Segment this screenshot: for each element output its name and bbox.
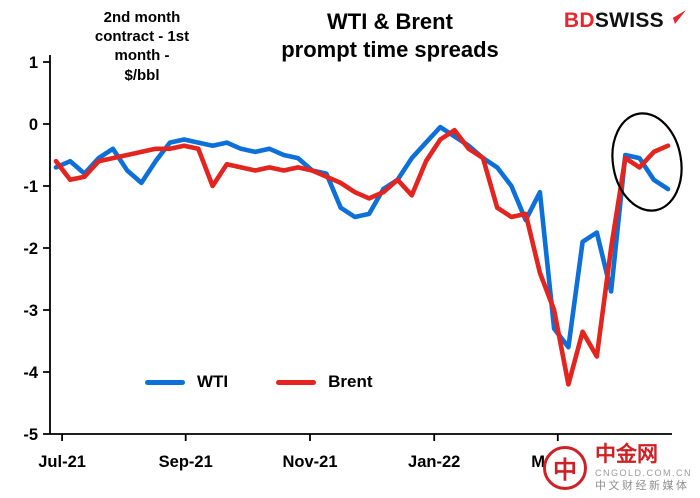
cngold-logo-icon: 中 xyxy=(542,445,587,490)
y-tick-label: -1 xyxy=(23,178,38,196)
wti-series-line xyxy=(53,124,671,350)
y-tick-label: -5 xyxy=(23,426,38,444)
chart-title-line2: prompt time spreads xyxy=(281,36,499,62)
cngold-watermark: 中 中金网 CNGOLD.COM.CN 中文财经新媒体 xyxy=(542,443,692,492)
bdswiss-logo: BD SWISS xyxy=(564,10,686,31)
cngold-name: 中金网 xyxy=(594,443,658,467)
cngold-watermark-text: 中金网 CNGOLD.COM.CN 中文财经新媒体 xyxy=(595,443,692,492)
chart-title: WTI & Brent prompt time spreads xyxy=(215,8,565,64)
x-tick-label: Jul-21 xyxy=(38,453,86,471)
axes xyxy=(43,55,672,441)
legend-label-brent: Brent xyxy=(328,372,373,391)
legend-label-wti: WTI xyxy=(197,372,229,391)
chart-title-line1: WTI & Brent xyxy=(327,9,453,34)
wti-line-swatch xyxy=(145,379,185,385)
brand-bd-text: BD xyxy=(563,9,595,32)
y-tick-label: -4 xyxy=(23,364,38,382)
x-tick-label: Nov-21 xyxy=(282,453,337,471)
x-tick-label: Jan-22 xyxy=(408,453,460,471)
brent-series-line xyxy=(53,127,671,387)
x-tick-label: Sep-21 xyxy=(159,453,213,471)
cngold-tagline: 中文财经新媒体 xyxy=(594,479,690,492)
y-tick-label: 0 xyxy=(29,116,38,134)
y-tick-label: -2 xyxy=(23,240,38,258)
y-tick-label: 1 xyxy=(29,54,38,72)
brand-arrow-icon xyxy=(666,10,686,24)
legend-item-wti: WTI xyxy=(145,372,228,392)
brand-swiss-text: SWISS xyxy=(594,9,664,32)
y-tick-label: -3 xyxy=(23,302,38,320)
cngold-domain: CNGOLD.COM.CN xyxy=(594,467,692,478)
brent-line-swatch xyxy=(276,379,317,385)
legend: WTI Brent xyxy=(145,372,373,392)
highlight-ellipse xyxy=(611,112,683,212)
axis-unit-note: 2nd month contract - 1st month - $/bbl xyxy=(94,9,190,84)
legend-item-brent: Brent xyxy=(276,372,373,392)
